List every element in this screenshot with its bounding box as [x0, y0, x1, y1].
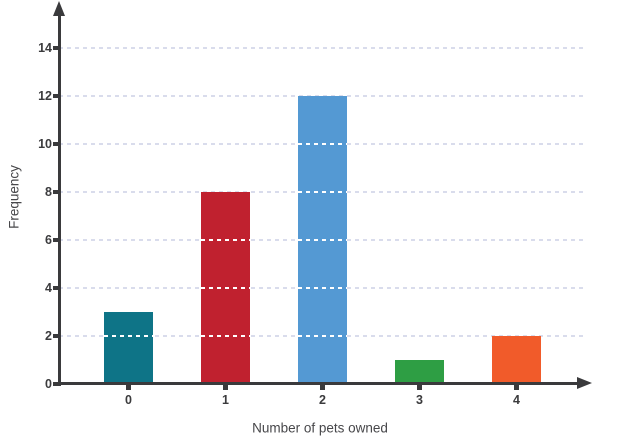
x-tick-label-1: 1: [222, 393, 229, 407]
bar-category-2: [298, 96, 347, 384]
gridline-over-bar: [298, 287, 347, 289]
gridline-over-bar: [298, 239, 347, 241]
gridline-over-bar: [201, 335, 250, 337]
gridline-over-bar: [201, 287, 250, 289]
bar-category-4: [492, 336, 541, 384]
gridline-14: [59, 47, 585, 49]
gridline-over-bar: [201, 239, 250, 241]
y-tick-mark-4: [53, 286, 58, 290]
x-tick-label-2: 2: [319, 393, 326, 407]
x-axis-title: Number of pets owned: [252, 420, 388, 436]
x-tick-label-3: 3: [416, 393, 423, 407]
y-tick-label-2: 2: [45, 329, 52, 343]
y-tick-mark-8: [53, 190, 58, 194]
x-tick-mark-1: [223, 385, 228, 390]
bar-category-0: [104, 312, 153, 384]
y-axis-arrow: [52, 1, 65, 16]
y-axis-line: [58, 13, 61, 386]
x-tick-mark-2: [320, 385, 325, 390]
y-tick-label-10: 10: [38, 137, 52, 151]
x-axis-line: [55, 382, 578, 385]
y-tick-mark-2: [53, 334, 58, 338]
y-tick-label-8: 8: [45, 185, 52, 199]
y-tick-label-14: 14: [38, 41, 52, 55]
bar-category-3: [395, 360, 444, 384]
bar-category-1: [201, 192, 250, 384]
gridline-over-bar: [104, 335, 153, 337]
gridline-over-bar: [298, 191, 347, 193]
y-tick-mark-10: [53, 142, 58, 146]
x-tick-label-0: 0: [125, 393, 132, 407]
x-tick-mark-4: [514, 385, 519, 390]
y-tick-mark-14: [53, 46, 58, 50]
x-tick-mark-3: [417, 385, 422, 390]
y-tick-label-12: 12: [38, 89, 52, 103]
x-axis-arrow: [577, 376, 592, 389]
x-tick-mark-0: [126, 385, 131, 390]
y-tick-label-6: 6: [45, 233, 52, 247]
x-tick-label-4: 4: [513, 393, 520, 407]
y-tick-label-4: 4: [45, 281, 52, 295]
y-tick-label-0: 0: [45, 377, 52, 391]
gridline-over-bar: [298, 143, 347, 145]
y-tick-mark-12: [53, 94, 58, 98]
gridline-over-bar: [298, 335, 347, 337]
y-tick-mark-6: [53, 238, 58, 242]
